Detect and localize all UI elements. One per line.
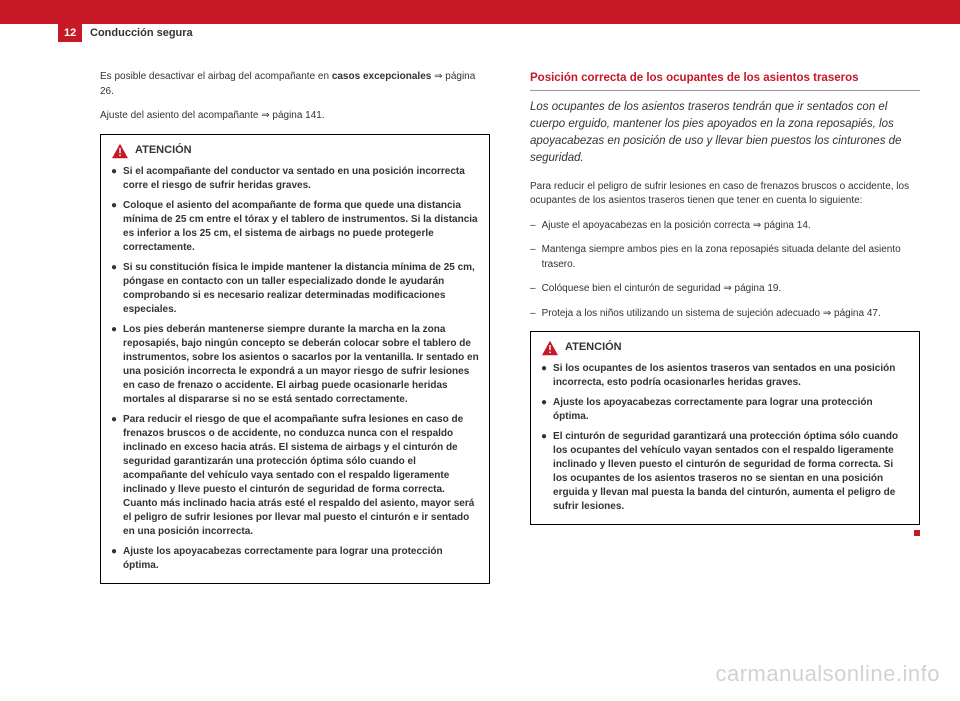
left-box-header: ATENCIÓN [111,143,479,159]
left-p1-a: Es posible desactivar el airbag del acom… [100,71,332,82]
left-para-1: Es posible desactivar el airbag del acom… [100,70,490,99]
right-lead: Para reducir el peligro de sufrir lesion… [530,180,920,209]
left-bullet: ●Si el acompañante del conductor va sent… [111,165,479,193]
end-mark-wrap [530,527,920,542]
left-bullet-text: Para reducir el riesgo de que el acompañ… [123,413,479,539]
left-bullet-text: Ajuste los apoyacabezas correctamente pa… [123,545,479,573]
right-box-header: ATENCIÓN [541,340,909,356]
content: Es posible desactivar el airbag del acom… [100,70,920,671]
left-bullet: ●Coloque el asiento del acompañante de f… [111,199,479,255]
left-bullet: ●Si su constitución física le impide man… [111,261,479,317]
end-mark-icon [914,530,920,536]
right-bullet-text: Si los ocupantes de los asientos trasero… [553,362,909,390]
page-header: Conducción segura [90,27,193,39]
left-bullet: ●Los pies deberán mantenerse siempre dur… [111,323,479,407]
left-box-title: ATENCIÓN [135,143,192,159]
right-item-text: Ajuste el apoyacabezas en la posición co… [542,219,811,234]
left-bullet-text: Si el acompañante del conductor va senta… [123,165,479,193]
right-bullet-text: El cinturón de seguridad garantizará una… [553,430,909,514]
right-column: Posición correcta de los ocupantes de lo… [530,70,920,671]
left-bullet: ●Ajuste los apoyacabezas correctamente p… [111,545,479,573]
right-bullet: ●Si los ocupantes de los asientos traser… [541,362,909,390]
left-bullet-text: Los pies deberán mantenerse siempre dura… [123,323,479,407]
right-item: –Proteja a los niños utilizando un siste… [530,307,920,322]
left-p1-bold: casos excepcionales [332,71,432,82]
warning-icon [111,143,129,159]
right-box-title: ATENCIÓN [565,340,622,356]
left-para-2: Ajuste del asiento del acompañante ⇒ pág… [100,109,490,124]
right-bullet-text: Ajuste los apoyacabezas correctamente pa… [553,396,909,424]
right-item: –Colóquese bien el cinturón de seguridad… [530,282,920,297]
left-bullet-text: Coloque el asiento del acompañante de fo… [123,199,479,255]
right-item-text: Mantenga siempre ambos pies en la zona r… [542,243,920,272]
left-column: Es posible desactivar el airbag del acom… [100,70,490,671]
right-warning-box: ATENCIÓN ●Si los ocupantes de los asient… [530,331,920,525]
right-item-text: Proteja a los niños utilizando un sistem… [542,307,881,322]
right-item: –Mantenga siempre ambos pies en la zona … [530,243,920,272]
left-bullet: ●Para reducir el riesgo de que el acompa… [111,413,479,539]
right-bullet: ●Ajuste los apoyacabezas correctamente p… [541,396,909,424]
top-stripe [0,0,960,24]
watermark: carmanualsonline.info [715,661,940,687]
right-item-text: Colóquese bien el cinturón de seguridad … [542,282,782,297]
right-bullet: ●El cinturón de seguridad garantizará un… [541,430,909,514]
warning-icon [541,340,559,356]
page-number-tab: 12 [58,24,82,42]
section-title: Posición correcta de los ocupantes de lo… [530,70,920,91]
right-item: –Ajuste el apoyacabezas en la posición c… [530,219,920,234]
section-intro: Los ocupantes de los asientos traseros t… [530,99,920,168]
left-bullet-text: Si su constitución física le impide mant… [123,261,479,317]
left-warning-box: ATENCIÓN ●Si el acompañante del conducto… [100,134,490,584]
